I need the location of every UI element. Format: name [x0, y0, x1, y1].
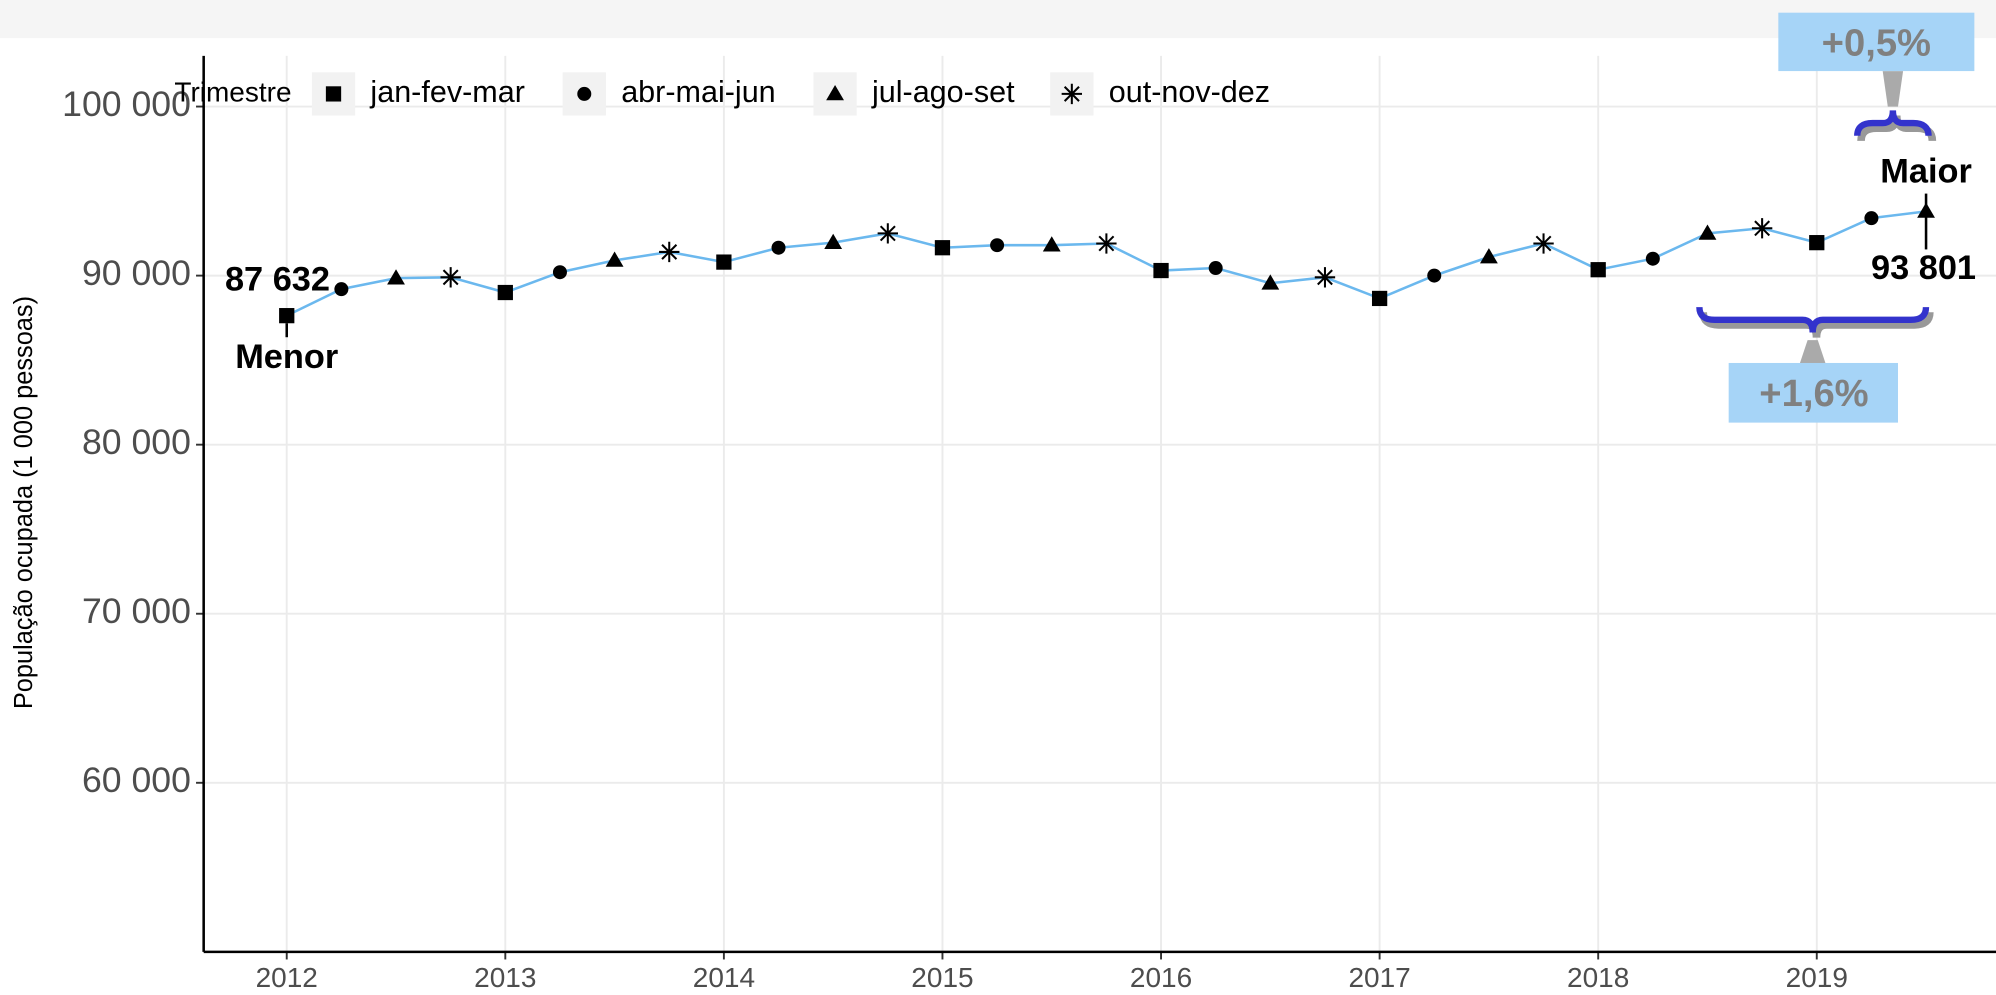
- data-point: [1645, 251, 1660, 266]
- y-axis-label: População ocupada (1 000 pessoas): [10, 296, 38, 709]
- year-bracket-shadow: [1699, 311, 1934, 338]
- y-tick-label: 80 000: [82, 422, 191, 462]
- x-tick-label: 2015: [911, 962, 973, 993]
- series-line: [286, 210, 1927, 317]
- data-point: [771, 240, 786, 255]
- data-point: [279, 308, 295, 324]
- year-box: [1728, 362, 1898, 423]
- y-tick-label: 70 000: [82, 591, 191, 631]
- legend-marker: [577, 86, 592, 101]
- data-point: [1371, 290, 1388, 307]
- min-text: Menor: [235, 338, 338, 376]
- data-point: [497, 284, 513, 301]
- data-point: [1698, 224, 1717, 240]
- data-point: [1751, 218, 1773, 239]
- x-tick-label: 2017: [1348, 962, 1410, 993]
- legend-label: out-nov-dez: [1109, 75, 1270, 109]
- x-tick-label: 2018: [1567, 962, 1629, 993]
- x-tick-label: 2016: [1130, 962, 1192, 993]
- quarter-box: [1778, 12, 1975, 72]
- data-point: [1153, 262, 1169, 279]
- data-point: [1096, 233, 1117, 254]
- data-point: [1261, 274, 1280, 290]
- data-point: [1042, 236, 1061, 252]
- quarter-change: +0,5%: [1822, 22, 1931, 65]
- legend-label: abr-mai-jun: [621, 75, 775, 109]
- data-point: [934, 240, 951, 256]
- data-point: [1427, 268, 1442, 283]
- max-text: Maior: [1880, 152, 1972, 190]
- data-point: [1314, 267, 1336, 288]
- data-point: [659, 241, 680, 263]
- y-tick-label: 60 000: [82, 760, 191, 800]
- data-point: [990, 238, 1005, 253]
- data-point: [552, 265, 567, 280]
- data-point: [1809, 235, 1825, 251]
- data-point: [334, 282, 349, 297]
- y-tick-label: 100 000: [62, 84, 191, 124]
- quarter-bracket: [1854, 110, 1932, 137]
- legend-marker: [325, 86, 342, 102]
- legend-title: Trimestre: [174, 76, 291, 107]
- data-point: [1533, 233, 1554, 254]
- quarter-callout: [1882, 71, 1904, 107]
- legend-label: jul-ago-set: [871, 75, 1015, 109]
- data-point: [1479, 248, 1498, 264]
- data-point: [440, 267, 461, 288]
- data-point: [716, 254, 732, 270]
- year-callout: [1799, 340, 1826, 363]
- legend-marker: [826, 85, 844, 101]
- max-value-label: 93 801: [1871, 249, 1976, 287]
- top-strip: [0, 0, 1996, 39]
- y-tick-label: 90 000: [82, 253, 191, 293]
- data-point: [605, 251, 624, 267]
- data-point: [877, 223, 899, 244]
- data-point: [1864, 211, 1879, 226]
- data-point: [387, 269, 405, 285]
- x-tick-label: 2012: [256, 962, 318, 993]
- data-point: [1590, 262, 1606, 278]
- x-tick-label: 2013: [474, 962, 536, 993]
- legend-label: jan-fev-mar: [369, 75, 524, 109]
- data-point: [1208, 261, 1223, 275]
- year-change: +1,6%: [1759, 372, 1868, 415]
- year-bracket: [1696, 306, 1930, 333]
- data-point: [824, 233, 843, 249]
- legend-marker: [1061, 83, 1083, 105]
- min-value-label: 87 632: [225, 260, 330, 298]
- x-tick-label: 2014: [693, 962, 755, 993]
- x-tick-label: 2019: [1786, 962, 1848, 993]
